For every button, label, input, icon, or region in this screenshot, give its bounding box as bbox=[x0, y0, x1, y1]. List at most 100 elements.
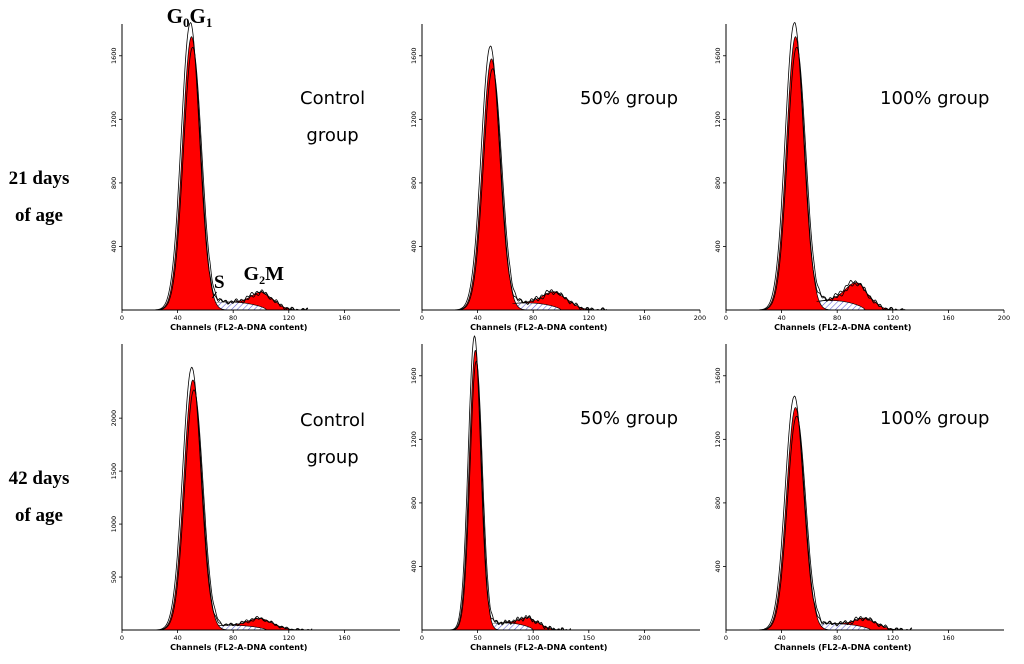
y-tick-label: 1200 bbox=[714, 431, 722, 448]
histogram-panel: 0 40 80 120 160 200 400 800 1200 1600 Channels (FL… bbox=[404, 18, 706, 338]
group-label-line1: Control bbox=[300, 88, 366, 109]
dna-histogram-svg: 0 40 80 120 160 200 400 800 1200 1600 Channels (FL… bbox=[410, 24, 706, 332]
g0g1-peak bbox=[450, 349, 501, 631]
y-tick-label: 2000 bbox=[110, 410, 118, 427]
group-label-line1: 50% group bbox=[580, 88, 679, 109]
g0g1-peak bbox=[154, 36, 229, 311]
y-tick-label: 500 bbox=[110, 571, 118, 583]
group-label-line1: 100% group bbox=[880, 408, 990, 429]
group-label: 50% group bbox=[580, 80, 678, 117]
y-tick-label: 400 bbox=[410, 560, 418, 572]
x-tick-label: 0 bbox=[120, 634, 124, 642]
y-tick-label: 1600 bbox=[410, 368, 418, 385]
x-tick-label: 80 bbox=[529, 314, 537, 322]
x-tick-label: 0 bbox=[724, 634, 728, 642]
x-tick-label: 40 bbox=[473, 314, 481, 322]
row-label-21-days: 21 days of age bbox=[0, 160, 78, 234]
g2m-peak bbox=[224, 291, 303, 311]
histogram-panel: 0 40 80 120 160 500 1000 1500 2000 Channels (FL2-… bbox=[104, 338, 404, 658]
x-tick-label: 40 bbox=[777, 314, 785, 322]
dna-histogram-svg: 0 40 80 120 160 200 400 800 1200 1600 Channels (FL… bbox=[714, 21, 1010, 332]
y-tick-label: 800 bbox=[714, 497, 722, 509]
raw-histogram-trace bbox=[754, 47, 906, 311]
dna-histogram-svg: 0 50 100 150 200 400 800 1200 1600 Channels (FL2-… bbox=[410, 335, 700, 652]
y-tick-label: 400 bbox=[110, 240, 118, 252]
group-label: Control group bbox=[300, 402, 365, 476]
group-label: Control group bbox=[300, 80, 365, 154]
y-tick-label: 1600 bbox=[714, 368, 722, 385]
group-label: 50% group bbox=[580, 400, 678, 437]
s-phase-label: S bbox=[214, 272, 225, 293]
group-label-line2: group bbox=[306, 125, 359, 146]
group-label-line1: 50% group bbox=[580, 408, 679, 429]
y-tick-label: 1200 bbox=[410, 111, 418, 128]
x-tick-label: 80 bbox=[833, 314, 841, 322]
g2m-label: G2M bbox=[244, 263, 285, 287]
y-tick-label: 400 bbox=[410, 240, 418, 252]
dna-histogram-svg: 0 40 80 120 160 400 800 1200 1600 Channels (FL2-A… bbox=[110, 4, 400, 332]
group-label-line1: 100% group bbox=[880, 88, 990, 109]
dna-histogram-svg: 0 40 80 120 160 400 800 1200 1600 Channels (FL2-A… bbox=[714, 344, 1004, 652]
x-tick-label: 80 bbox=[229, 634, 237, 642]
row-label-line2: of age bbox=[14, 505, 63, 526]
x-tick-label: 120 bbox=[887, 634, 899, 642]
histogram-panel: 0 40 80 120 160 400 800 1200 1600 Channels (FL2-A… bbox=[708, 338, 1008, 658]
g0g1-peak bbox=[758, 36, 833, 311]
x-tick-label: 120 bbox=[887, 314, 899, 322]
row-label-line2: of age bbox=[14, 205, 63, 226]
y-tick-label: 1500 bbox=[110, 463, 118, 480]
x-tick-label: 120 bbox=[583, 314, 595, 322]
g0g1-peak bbox=[454, 58, 529, 311]
x-tick-label: 120 bbox=[283, 314, 295, 322]
histogram-panel: 0 40 80 120 160 400 800 1200 1600 Channels (FL2-A… bbox=[104, 4, 404, 338]
x-tick-label: 0 bbox=[724, 314, 728, 322]
x-tick-label: 160 bbox=[638, 314, 650, 322]
g0g1-peak bbox=[758, 407, 833, 631]
y-tick-label: 1200 bbox=[110, 111, 118, 128]
x-tick-label: 200 bbox=[998, 314, 1010, 322]
x-tick-label: 50 bbox=[473, 634, 481, 642]
x-tick-label: 40 bbox=[777, 634, 785, 642]
y-tick-label: 1600 bbox=[714, 48, 722, 65]
x-tick-label: 160 bbox=[338, 634, 350, 642]
histogram-panel: 0 50 100 150 200 400 800 1200 1600 Channels (FL2-… bbox=[404, 335, 704, 658]
group-label: 100% group bbox=[880, 400, 989, 437]
group-label: 100% group bbox=[880, 80, 989, 117]
y-tick-label: 800 bbox=[714, 177, 722, 189]
y-tick-label: 1000 bbox=[110, 516, 118, 533]
y-tick-label: 1600 bbox=[410, 48, 418, 65]
x-tick-label: 40 bbox=[173, 314, 181, 322]
g2m-peak bbox=[511, 291, 601, 311]
raw-histogram-trace bbox=[152, 389, 313, 631]
x-tick-label: 80 bbox=[229, 314, 237, 322]
dna-histogram-svg: 0 40 80 120 160 500 1000 1500 2000 Channels (FL2-… bbox=[110, 344, 400, 652]
row-label-line1: 42 days bbox=[8, 468, 70, 489]
y-tick-label: 1200 bbox=[714, 111, 722, 128]
raw-histogram-trace bbox=[150, 46, 309, 311]
x-axis-label: Channels (FL2-A-DNA content) bbox=[170, 643, 307, 652]
g2m-peak bbox=[495, 617, 566, 631]
s-phase-pointer bbox=[211, 291, 217, 299]
x-axis-label: Channels (FL2-A-DNA content) bbox=[170, 323, 307, 332]
x-axis-label: Channels (FL2-A-DNA content) bbox=[470, 643, 607, 652]
x-tick-label: 200 bbox=[694, 314, 706, 322]
x-axis-label: Channels (FL2-A-DNA content) bbox=[774, 643, 911, 652]
group-label-line2: group bbox=[306, 447, 359, 468]
x-tick-label: 0 bbox=[120, 314, 124, 322]
x-tick-label: 160 bbox=[942, 314, 954, 322]
x-tick-label: 120 bbox=[283, 634, 295, 642]
x-tick-label: 150 bbox=[583, 634, 595, 642]
raw-histogram-trace bbox=[447, 360, 571, 631]
x-tick-label: 0 bbox=[420, 314, 424, 322]
g2m-peak bbox=[218, 618, 307, 631]
raw-histogram-trace bbox=[152, 366, 313, 631]
y-tick-label: 1600 bbox=[110, 48, 118, 65]
y-tick-label: 800 bbox=[410, 177, 418, 189]
x-tick-label: 160 bbox=[942, 634, 954, 642]
g0g1-label: G0G1 bbox=[167, 4, 213, 30]
x-tick-label: 200 bbox=[638, 634, 650, 642]
histogram-panel: 0 40 80 120 160 200 400 800 1200 1600 Channels (FL… bbox=[708, 18, 1010, 338]
y-tick-label: 1200 bbox=[410, 431, 418, 448]
row-label-line1: 21 days bbox=[8, 168, 70, 189]
y-tick-label: 800 bbox=[410, 497, 418, 509]
